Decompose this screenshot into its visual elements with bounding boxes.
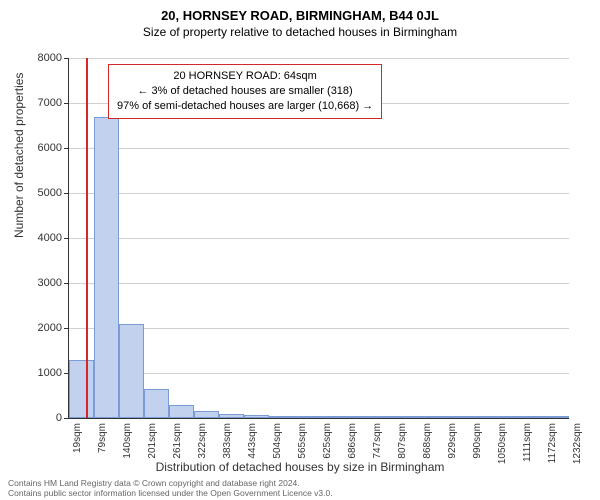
histogram-bar [469,416,494,418]
ytick-mark [64,283,69,284]
annotation-line-3: 97% of semi-detached houses are larger (… [117,99,373,114]
histogram-bar [94,117,119,419]
footer-line-1: Contains HM Land Registry data © Crown c… [8,478,333,488]
histogram-bar [119,324,144,419]
property-marker-line [86,58,88,418]
xtick-label: 322sqm [197,423,208,459]
histogram-bar [244,415,269,418]
histogram-bar [319,416,344,418]
xtick-label: 19sqm [72,423,83,453]
ytick-label: 4000 [22,232,62,244]
ytick-label: 1000 [22,367,62,379]
gridline [69,148,569,149]
chart-title: 20, HORNSEY ROAD, BIRMINGHAM, B44 0JL [0,0,600,23]
gridline [69,58,569,59]
annotation-line-1: 20 HORNSEY ROAD: 64sqm [117,69,373,84]
xtick-label: 1172sqm [547,423,558,463]
xtick-label: 201sqm [147,423,158,459]
histogram-bar [144,389,169,418]
plot-area: 20 HORNSEY ROAD: 64sqm ← 3% of detached … [68,58,568,418]
xtick-label: 1050sqm [497,423,508,464]
xtick-label: 868sqm [422,423,433,459]
histogram-bar [69,360,94,419]
ytick-label: 3000 [22,277,62,289]
histogram-bar [344,416,369,418]
gridline [69,193,569,194]
xtick-label: 990sqm [472,423,483,459]
ytick-label: 5000 [22,187,62,199]
annotation-line-2: ← 3% of detached houses are smaller (318… [117,84,373,99]
xtick-label: 261sqm [172,423,183,459]
chart-subtitle: Size of property relative to detached ho… [0,23,600,43]
xtick-label: 140sqm [122,423,133,459]
ytick-mark [64,148,69,149]
ytick-mark [64,328,69,329]
histogram-bar [369,416,394,418]
footer: Contains HM Land Registry data © Crown c… [8,478,333,498]
histogram-bar [444,416,469,418]
xtick-label: 1232sqm [572,423,583,464]
ytick-mark [64,103,69,104]
chart-container: 20, HORNSEY ROAD, BIRMINGHAM, B44 0JL Si… [0,0,600,500]
xtick-label: 383sqm [222,423,233,459]
ytick-label: 0 [22,412,62,424]
histogram-bar [219,414,244,418]
xtick-label: 747sqm [372,423,383,459]
histogram-bar [519,416,544,418]
ytick-label: 6000 [22,142,62,154]
ytick-label: 8000 [22,52,62,64]
histogram-bar [194,411,219,418]
histogram-bar [169,405,194,418]
gridline [69,238,569,239]
xtick-label: 807sqm [397,423,408,459]
histogram-bar [419,416,444,418]
xtick-label: 1111sqm [522,423,533,462]
ytick-mark [64,238,69,239]
gridline [69,373,569,374]
footer-line-2: Contains public sector information licen… [8,488,333,498]
histogram-bar [394,416,419,418]
ytick-mark [64,193,69,194]
histogram-bar [269,416,294,418]
ytick-label: 7000 [22,97,62,109]
histogram-bar [494,416,519,418]
gridline [69,328,569,329]
xtick-label: 504sqm [272,423,283,459]
annotation-box: 20 HORNSEY ROAD: 64sqm ← 3% of detached … [108,64,382,119]
xtick-label: 686sqm [347,423,358,459]
gridline [69,283,569,284]
x-axis-label: Distribution of detached houses by size … [0,460,600,474]
ytick-label: 2000 [22,322,62,334]
xtick-label: 443sqm [247,423,258,459]
xtick-label: 565sqm [297,423,308,459]
xtick-label: 79sqm [97,423,108,453]
histogram-bar [294,416,319,418]
xtick-label: 929sqm [447,423,458,459]
ytick-mark [64,418,69,419]
histogram-bar [544,416,569,418]
xtick-label: 625sqm [322,423,333,459]
ytick-mark [64,58,69,59]
